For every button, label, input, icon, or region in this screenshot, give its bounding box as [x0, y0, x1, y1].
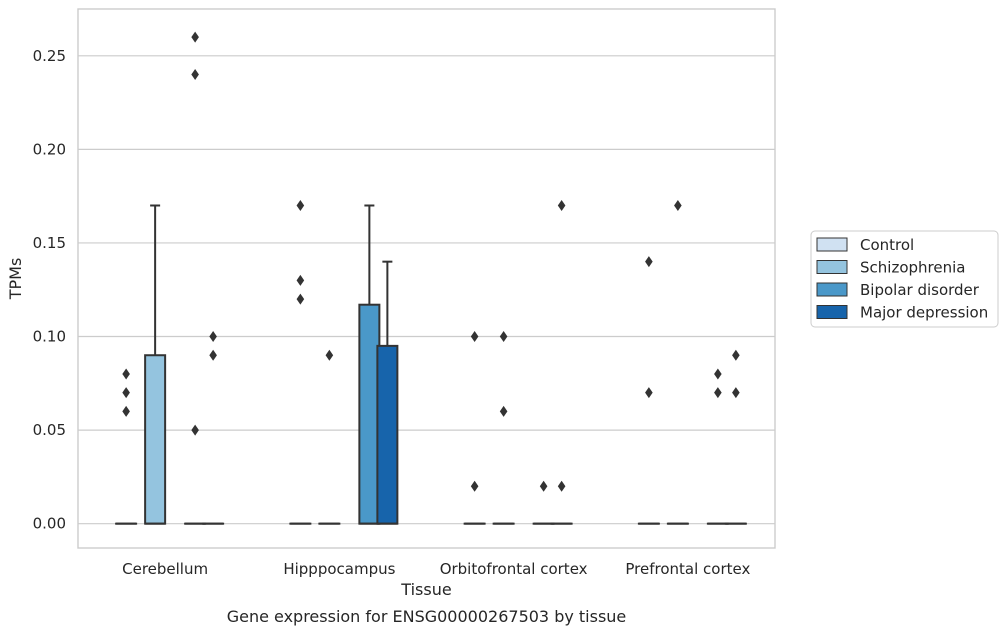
- legend-swatch: [816, 260, 848, 274]
- outlier-point: [122, 368, 130, 380]
- outlier-point: [325, 349, 334, 361]
- box-group: [724, 349, 747, 525]
- outlier-point: [296, 293, 305, 305]
- y-tick-label: 0.25: [33, 47, 66, 65]
- y-tick-label: 0.10: [33, 328, 66, 346]
- box-group: [550, 200, 573, 525]
- plot-frame: [77, 8, 776, 549]
- y-tick-label: 0.00: [33, 515, 66, 533]
- outlier-point: [714, 387, 722, 399]
- y-tick-labels: 0.00 0.05 0.10 0.15 0.20 0.25: [33, 47, 66, 533]
- legend-swatch: [816, 237, 848, 252]
- outlier-point: [499, 331, 508, 343]
- box-group: [637, 256, 660, 525]
- x-tick-label: Hipppocampus: [283, 560, 395, 578]
- outlier-point: [499, 405, 508, 417]
- legend-swatch: [816, 282, 848, 297]
- legend-frame: [810, 230, 999, 328]
- box: [376, 344, 399, 525]
- box-group: [202, 331, 225, 525]
- x-axis-label: Tissue: [400, 580, 451, 599]
- outlier-point: [557, 480, 566, 492]
- outlier-point: [191, 69, 199, 81]
- y-tick-label: 0.20: [33, 140, 66, 158]
- x-tick-label: Cerebellum: [122, 560, 208, 578]
- box-group: [115, 368, 138, 525]
- box-group: [666, 200, 689, 525]
- box: [144, 354, 167, 525]
- box-group: [318, 349, 341, 525]
- outlier-point: [209, 349, 217, 361]
- legend-swatch: [816, 305, 848, 319]
- box-group: [463, 331, 486, 525]
- outlier-point: [191, 31, 199, 43]
- outlier-point: [122, 387, 130, 399]
- outlier-point: [296, 200, 305, 212]
- chart-title: Gene expression for ENSG00000267503 by t…: [227, 607, 627, 626]
- outlier-point: [191, 424, 199, 436]
- outlier-point: [470, 331, 479, 343]
- box-marks: [115, 31, 747, 525]
- box-group: [289, 200, 312, 525]
- outlier-point: [209, 331, 217, 343]
- legend: Control Schizophrenia Bipolar disorder Majo…: [810, 230, 999, 328]
- outlier-point: [674, 200, 682, 212]
- outlier-point: [470, 480, 479, 492]
- y-tick-label: 0.05: [33, 421, 66, 439]
- x-tick-label: Prefrontal cortex: [625, 560, 750, 578]
- legend-label: Schizophrenia: [860, 259, 965, 277]
- x-tick-labels: Cerebellum Hipppocampus Orbitofrontal cort…: [122, 560, 750, 578]
- box-group: [376, 260, 399, 525]
- legend-label: Bipolar disorder: [860, 281, 980, 299]
- outlier-point: [645, 256, 653, 268]
- y-axis-label: TPMs: [6, 258, 25, 301]
- outlier-point: [714, 368, 722, 380]
- legend-label: Major depression: [860, 304, 988, 322]
- outlier-point: [557, 200, 566, 212]
- x-tick-label: Orbitofrontal cortex: [440, 560, 588, 578]
- box-group: [184, 31, 207, 525]
- outlier-point: [732, 387, 740, 399]
- outlier-point: [645, 387, 653, 399]
- box-group: [492, 331, 515, 525]
- outlier-point: [732, 349, 740, 361]
- outlier-point: [296, 274, 305, 286]
- outlier-point: [122, 405, 130, 417]
- legend-label: Control: [860, 236, 914, 254]
- box-group: [144, 204, 167, 525]
- y-tick-label: 0.15: [33, 234, 66, 252]
- outlier-point: [539, 480, 548, 492]
